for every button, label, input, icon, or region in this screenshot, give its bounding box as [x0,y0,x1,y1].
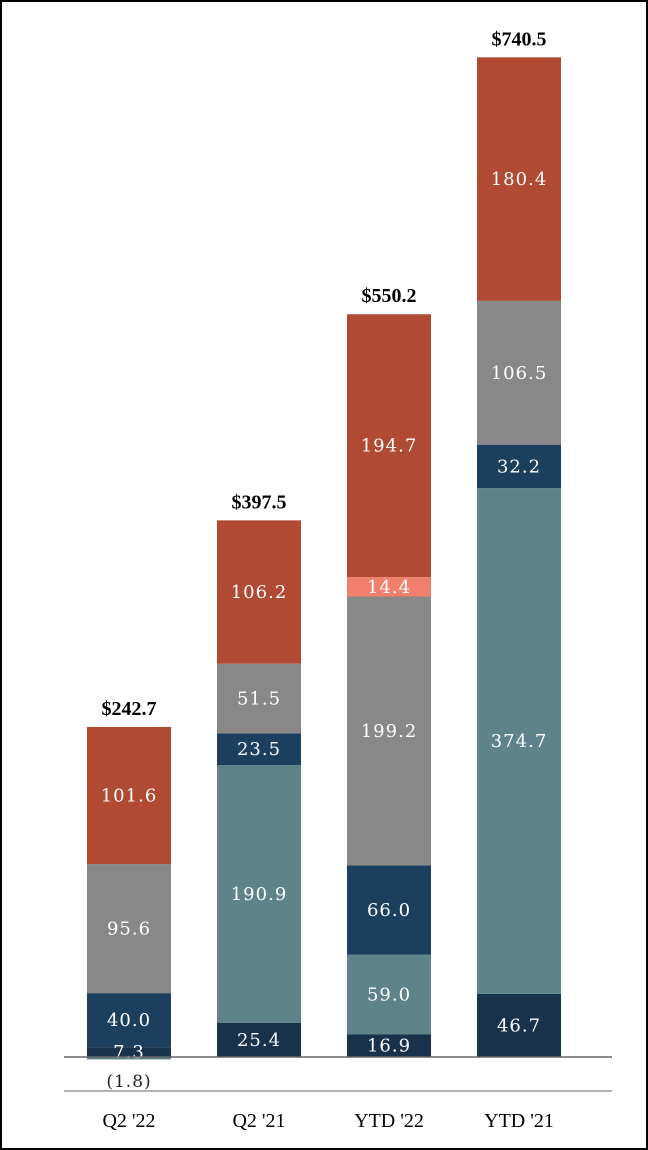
bar-segment-series-3-2 [347,865,431,955]
data-label-series-1-3: 46.7 [497,1015,541,1036]
bar-segment-series-4-3 [477,300,561,445]
bar-segment-series-5-2 [347,577,431,597]
bar-segment-series-4-1 [217,663,301,734]
category-label-1: Q2 '21 [232,1110,285,1132]
total-label-2: $550.2 [362,285,417,307]
data-label-series-2-1: 190.9 [231,884,288,905]
bar-segment-series-1-0 [87,1047,171,1057]
bar-segment-series-3-1 [217,733,301,765]
category-label-3: YTD '21 [484,1110,554,1132]
data-label-series-4-2: 199.2 [361,721,418,742]
negative-label-0: (1.8) [106,1072,151,1092]
bar-segment-series-1-1 [217,1022,301,1057]
data-label-series-2-3: 374.7 [491,731,548,752]
bar-segment-series-6-1 [217,520,301,664]
bar-segment-series-1-2 [347,1034,431,1057]
bar-segment-series-4-0 [87,864,171,994]
data-label-series-4-3: 106.5 [491,363,548,384]
total-label-3: $740.5 [492,28,547,50]
labels-layer: 7.3 40.0 95.6 101.6 $242.7 (1.8) Q2 '22 25.4 190… [101,28,554,1132]
data-label-series-1-1: 25.4 [237,1030,281,1051]
total-label-1: $397.5 [232,491,287,513]
bar-segment-series-2-3 [477,488,561,994]
data-label-series-2-2: 59.0 [367,984,411,1005]
bar-segment-series-6-2 [347,314,431,578]
data-label-series-6-3: 180.4 [491,169,548,190]
data-label-series-6-2: 194.7 [361,436,418,457]
data-label-series-3-1: 23.5 [237,739,281,760]
data-label-series-4-1: 51.5 [237,689,281,710]
bar-segment-series-1-3 [477,993,561,1057]
bar-segment-series-6-3 [477,57,561,301]
data-label-series-6-1: 106.2 [231,582,288,603]
data-label-series-3-3: 32.2 [497,456,541,477]
data-label-series-1-2: 16.9 [367,1036,411,1057]
data-label-series-4-0: 95.6 [107,919,151,940]
data-label-series-3-0: 40.0 [107,1010,151,1031]
data-label-series-1-0: 7.3 [113,1042,145,1063]
bar-segment-series-3-0 [87,993,171,1048]
category-label-2: YTD '22 [354,1110,424,1132]
bar-segment-series-2-2 [347,954,431,1035]
data-label-series-5-2: 14.4 [367,577,411,598]
bar-segment-series-6-0 [87,726,171,865]
bar-segment-series-2-1 [217,764,301,1023]
category-label-0: Q2 '22 [102,1110,155,1132]
bar-segment-series-3-3 [477,444,561,489]
data-label-series-3-2: 66.0 [367,900,411,921]
data-label-series-6-0: 101.6 [101,786,158,807]
bars-layer [87,57,561,1060]
total-label-0: $242.7 [102,698,157,720]
bar-segment-series-2-0 [87,1057,171,1060]
bar-segment-series-4-2 [347,596,431,866]
